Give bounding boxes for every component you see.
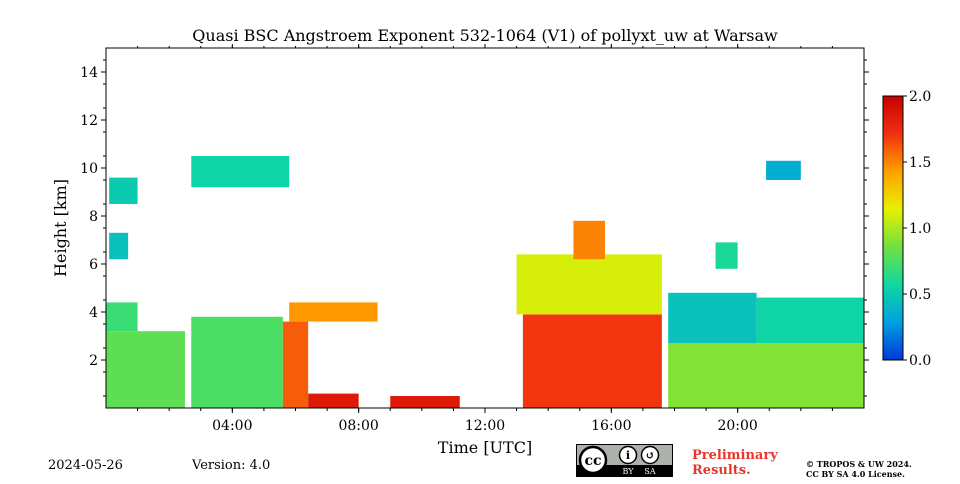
heatmap-region-3 <box>282 321 309 408</box>
x-tick-label: 20:00 <box>717 418 757 434</box>
x-tick-label: 04:00 <box>212 418 252 434</box>
preliminary-results-note: Preliminary Results. <box>692 448 778 478</box>
y-tick-label: 8 <box>89 209 98 225</box>
cc-license-badge: cc i ↺ BY SA <box>576 444 673 477</box>
x-tick-label: 16:00 <box>591 418 631 434</box>
y-tick-label: 10 <box>80 161 98 177</box>
heatmap-region-13 <box>109 232 129 260</box>
x-tick-label: 08:00 <box>338 418 378 434</box>
heatmap-region-16 <box>766 160 801 180</box>
heatmap-region-6 <box>390 396 460 408</box>
colorbar-gradient <box>882 95 904 361</box>
sa-icon: ↺ <box>640 445 660 465</box>
heatmap-region-17 <box>573 220 606 260</box>
chart-title: Quasi BSC Angstroem Exponent 532-1064 (V… <box>192 26 778 45</box>
y-axis-label: Height [km] <box>51 179 70 277</box>
heatmap-region-4 <box>308 393 359 408</box>
badge-strip <box>577 465 672 476</box>
colorbar-tick-label: 2.0 <box>909 89 931 105</box>
sa-icon-glyph: ↺ <box>645 449 654 462</box>
by-icon: i <box>618 445 638 465</box>
heatmap-region-9 <box>668 343 864 408</box>
heatmap-cells <box>106 156 864 408</box>
by-icon-glyph: i <box>626 449 630 462</box>
heatmap-region-10 <box>668 292 757 344</box>
sa-label: SA <box>644 467 655 476</box>
version-label: Version: 4.0 <box>192 458 271 473</box>
colorbar-tick-label: 1.0 <box>909 221 931 237</box>
cc-icon-glyph: cc <box>584 453 601 469</box>
y-tick-label: 12 <box>80 113 98 129</box>
y-tick-label: 6 <box>89 257 98 273</box>
by-label: BY <box>622 467 634 476</box>
copyright-line-1: © TROPOS & UW 2024. <box>806 459 912 469</box>
heatmap-region-11 <box>756 297 864 344</box>
heatmap-region-2 <box>191 316 283 408</box>
heatmap-region-7 <box>522 314 662 408</box>
colorbar-tick-label: 0.5 <box>909 287 931 303</box>
heatmap-region-14 <box>191 156 290 188</box>
colorbar-tick-label: 1.5 <box>909 155 931 171</box>
heatmap-region-8 <box>516 254 662 315</box>
copyright-note: © TROPOS & UW 2024. CC BY SA 4.0 License… <box>806 459 912 479</box>
plot-area <box>105 47 865 409</box>
date-label: 2024-05-26 <box>48 458 123 473</box>
preliminary-line-1: Preliminary <box>692 448 778 463</box>
colorbar-ticks: 0.0 0.5 1.0 1.5 2.0 <box>903 89 931 369</box>
x-tick-label: 12:00 <box>465 418 505 434</box>
heatmap-region-15 <box>715 242 738 269</box>
x-axis: 04:00 08:00 12:00 16:00 20:00 <box>137 44 833 434</box>
y-axis: 2 4 6 8 10 12 14 <box>80 59 869 397</box>
heatmap-region-1 <box>106 302 138 332</box>
colorbar-tick-label: 0.0 <box>909 353 931 369</box>
heatmap-region-12 <box>109 177 138 204</box>
y-tick-label: 2 <box>89 353 98 369</box>
colorbar: 0.0 0.5 1.0 1.5 2.0 <box>882 89 931 369</box>
y-tick-label: 14 <box>80 65 98 81</box>
copyright-line-2: CC BY SA 4.0 License. <box>806 469 905 479</box>
preliminary-line-2: Results. <box>692 463 751 478</box>
x-axis-label: Time [UTC] <box>438 438 532 457</box>
y-tick-label: 4 <box>89 305 98 321</box>
cc-icon: cc <box>578 445 608 475</box>
cc-license-icons: cc i ↺ BY SA <box>577 445 672 476</box>
heatmap-region-0 <box>106 331 185 408</box>
heatmap-region-5 <box>289 302 378 322</box>
